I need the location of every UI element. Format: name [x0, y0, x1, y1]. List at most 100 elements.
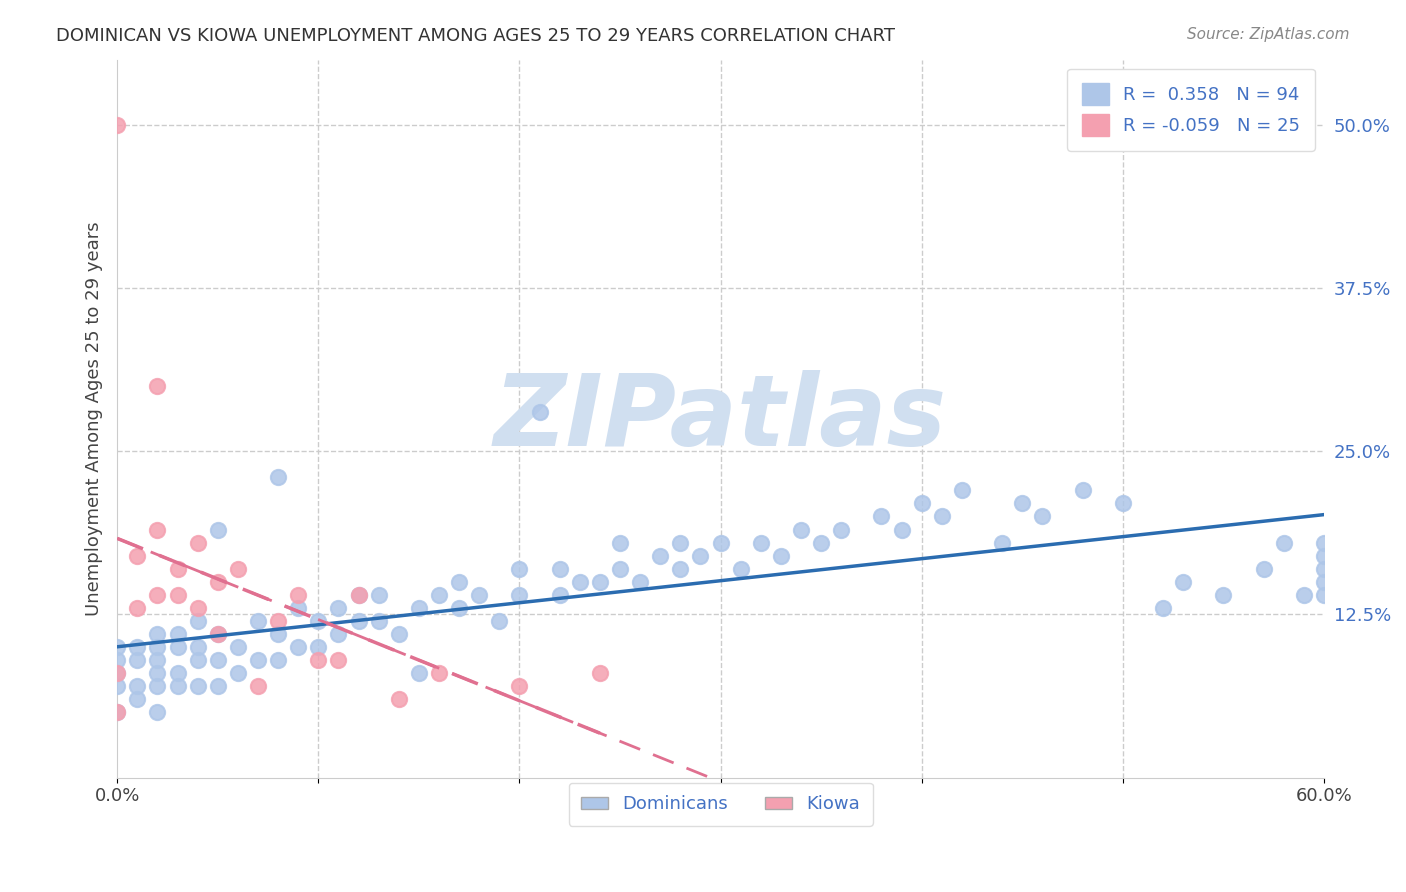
Point	[1171, 574, 1194, 589]
Point	[187, 535, 209, 549]
Point	[911, 496, 934, 510]
Point	[146, 679, 169, 693]
Point	[146, 588, 169, 602]
Point	[689, 549, 711, 563]
Point	[146, 653, 169, 667]
Point	[870, 509, 893, 524]
Point	[187, 600, 209, 615]
Point	[408, 666, 430, 681]
Point	[246, 614, 269, 628]
Point	[127, 600, 149, 615]
Point	[246, 653, 269, 667]
Point	[449, 574, 471, 589]
Point	[166, 627, 188, 641]
Point	[890, 523, 912, 537]
Point	[830, 523, 852, 537]
Point	[650, 549, 672, 563]
Point	[105, 118, 128, 132]
Point	[347, 614, 370, 628]
Point	[207, 523, 229, 537]
Point	[226, 666, 249, 681]
Point	[1253, 562, 1275, 576]
Point	[749, 535, 772, 549]
Point	[1272, 535, 1295, 549]
Point	[931, 509, 953, 524]
Point	[589, 574, 612, 589]
Point	[127, 679, 149, 693]
Point	[1112, 496, 1135, 510]
Point	[105, 640, 128, 654]
Point	[207, 574, 229, 589]
Point	[127, 692, 149, 706]
Point	[1313, 588, 1336, 602]
Point	[187, 614, 209, 628]
Point	[468, 588, 491, 602]
Point	[408, 600, 430, 615]
Point	[307, 640, 329, 654]
Point	[287, 600, 309, 615]
Point	[1313, 562, 1336, 576]
Point	[328, 627, 350, 641]
Point	[328, 653, 350, 667]
Point	[609, 535, 631, 549]
Point	[226, 640, 249, 654]
Point	[105, 706, 128, 720]
Point	[548, 562, 571, 576]
Point	[790, 523, 813, 537]
Point	[669, 562, 692, 576]
Point	[307, 653, 329, 667]
Point	[187, 640, 209, 654]
Point	[609, 562, 631, 576]
Point	[1313, 535, 1336, 549]
Point	[105, 679, 128, 693]
Point	[187, 679, 209, 693]
Point	[568, 574, 591, 589]
Point	[991, 535, 1014, 549]
Point	[529, 405, 551, 419]
Point	[589, 666, 612, 681]
Point	[267, 627, 290, 641]
Point	[427, 666, 450, 681]
Point	[146, 640, 169, 654]
Point	[146, 523, 169, 537]
Point	[328, 600, 350, 615]
Point	[105, 666, 128, 681]
Point	[1152, 600, 1174, 615]
Point	[127, 653, 149, 667]
Point	[187, 653, 209, 667]
Point	[449, 600, 471, 615]
Point	[769, 549, 792, 563]
Point	[388, 692, 411, 706]
Point	[628, 574, 651, 589]
Point	[1031, 509, 1053, 524]
Legend: Dominicans, Kiowa: Dominicans, Kiowa	[568, 782, 873, 826]
Text: DOMINICAN VS KIOWA UNEMPLOYMENT AMONG AGES 25 TO 29 YEARS CORRELATION CHART: DOMINICAN VS KIOWA UNEMPLOYMENT AMONG AG…	[56, 27, 896, 45]
Point	[950, 483, 973, 498]
Point	[1011, 496, 1033, 510]
Text: Source: ZipAtlas.com: Source: ZipAtlas.com	[1187, 27, 1350, 42]
Point	[207, 653, 229, 667]
Text: ZIPatlas: ZIPatlas	[494, 370, 948, 467]
Y-axis label: Unemployment Among Ages 25 to 29 years: Unemployment Among Ages 25 to 29 years	[86, 221, 103, 615]
Point	[388, 627, 411, 641]
Point	[427, 588, 450, 602]
Point	[508, 588, 530, 602]
Point	[246, 679, 269, 693]
Point	[207, 627, 229, 641]
Point	[548, 588, 571, 602]
Point	[1313, 549, 1336, 563]
Point	[105, 653, 128, 667]
Point	[347, 588, 370, 602]
Point	[508, 562, 530, 576]
Point	[267, 470, 290, 484]
Point	[166, 562, 188, 576]
Point	[166, 640, 188, 654]
Point	[1292, 588, 1315, 602]
Point	[127, 640, 149, 654]
Point	[810, 535, 832, 549]
Point	[730, 562, 752, 576]
Point	[709, 535, 731, 549]
Point	[166, 588, 188, 602]
Point	[146, 706, 169, 720]
Point	[207, 627, 229, 641]
